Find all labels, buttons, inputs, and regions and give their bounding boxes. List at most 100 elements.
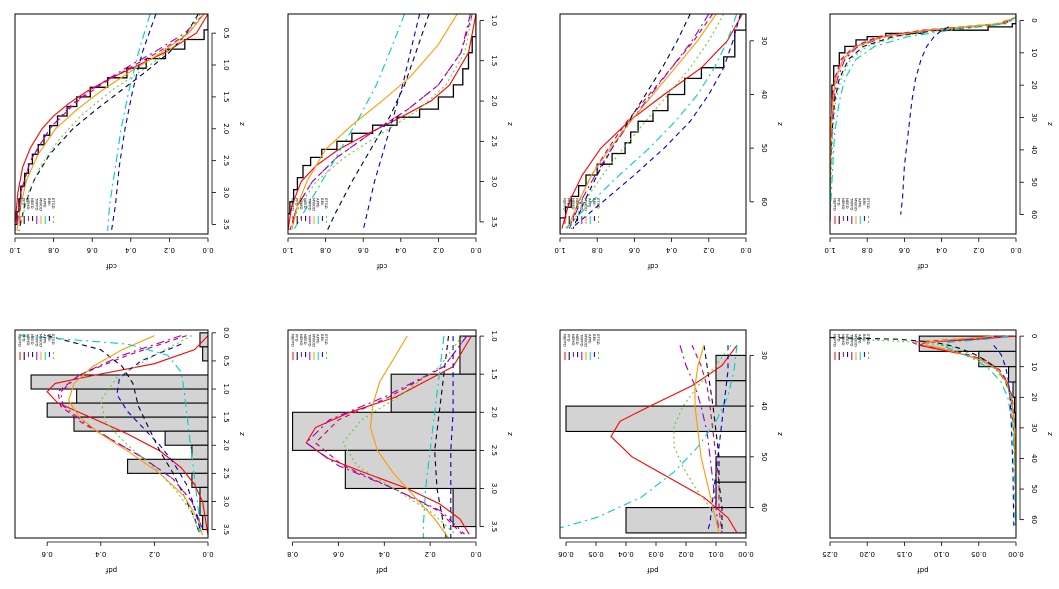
y-tick-label: 1.0: [554, 246, 565, 254]
legend-label: MWOD: [312, 334, 317, 347]
series-line-appe: [20, 335, 201, 536]
plot-frame: [287, 13, 477, 235]
x-tick-label: 2.5: [490, 445, 498, 456]
x-tick-label: 40: [760, 90, 768, 99]
histogram-bar: [452, 487, 476, 528]
x-tick-label: 30: [1030, 423, 1038, 432]
series-line-need: [327, 14, 430, 231]
x-tick-label: 3.5: [222, 219, 230, 230]
x-tick-label: 1.0: [490, 331, 498, 342]
legend-label: ETGD: [596, 198, 601, 209]
y-tick-label: 0.02: [678, 550, 694, 558]
y-tick-label: 0.6: [86, 246, 98, 254]
legend-label: TRPPD: [579, 197, 584, 211]
x-tick-label: 1.0: [222, 59, 230, 70]
series-line-mwod: [67, 335, 204, 536]
legend-label: APPE: [43, 334, 48, 344]
series-line-etgd: [830, 16, 1016, 222]
series-line-mwod: [926, 335, 1016, 526]
series-line-neppd: [561, 14, 743, 229]
series-line-etgd: [568, 14, 725, 229]
y-axis-label: cdf: [917, 262, 928, 270]
legend: NEPPD PPD NEMD NEED TRPPD MWOD APPE BRII ETGD: [18, 333, 56, 360]
legend-label: ETGD: [51, 198, 56, 209]
legend-label: NEED: [575, 334, 580, 345]
y-axis-label: cdf: [647, 262, 658, 270]
y-tick-label: 0.15: [897, 550, 913, 558]
histogram: [565, 354, 746, 534]
histogram-bar: [715, 481, 746, 509]
series-line-appe: [107, 14, 151, 231]
series-line-etgd: [342, 335, 463, 535]
series-line-etgd: [20, 14, 201, 225]
series-line-appe: [422, 336, 445, 538]
x-tick-label: 1.0: [222, 383, 230, 394]
legend-label: NEPPD: [563, 198, 568, 211]
y-tick-label: 0.0: [470, 246, 481, 254]
legend-label: NEPPD: [833, 334, 838, 347]
y-tick-label: 1.0: [282, 246, 293, 254]
legend-label: MWOD: [854, 334, 859, 347]
y-axis-label: pdf: [917, 566, 929, 574]
legend-label: TRPPD: [34, 197, 39, 211]
x-axis-label: z: [776, 122, 784, 126]
series-line-neppd: [288, 14, 476, 231]
legend-label: BRII: [47, 198, 52, 205]
legend-label: NEPPD: [291, 334, 296, 347]
series-line-neppd: [15, 14, 208, 225]
legend-label: MWOD: [39, 198, 44, 211]
series-line-ppd: [288, 14, 476, 230]
y-tick-label: 1.0: [824, 246, 835, 254]
y-tick-label: 0.00: [738, 550, 754, 558]
x-tick-label: 60: [1030, 210, 1038, 219]
legend-label: ETGD: [596, 334, 601, 345]
y-tick-label: 0.05: [971, 550, 987, 558]
series-line-etgd: [852, 338, 1016, 526]
series-line-neppd: [830, 16, 1016, 222]
x-tick-label: 0: [1030, 334, 1038, 338]
x-tick-label: 0.5: [222, 28, 230, 39]
legend-label: PPD: [567, 334, 572, 342]
legend-label: NEPPD: [18, 198, 23, 211]
legend-label: APPE: [588, 334, 593, 344]
x-tick-label: 2.0: [490, 407, 498, 418]
legend-label: NEED: [575, 198, 580, 209]
y-tick-label: 0.4: [95, 550, 107, 558]
legend-label: BRII: [47, 334, 52, 341]
y-tick-label: 0.8: [320, 246, 331, 254]
x-tick-label: 40: [1030, 145, 1038, 154]
legend: NEPPD PPD NEMD NEED TRPPD MWOD APPE BRII ETGD: [833, 333, 871, 360]
legend-label: NEED: [845, 334, 850, 345]
legend: NEPPD PPD NEMD NEED TRPPD MWOD APPE BRII ETGD: [563, 197, 601, 224]
pdf-3-panel: 30 40 50 60 z 0.00 0.01 0.02 0.03 0.04 0.05 0.06 pdf…: [558, 329, 784, 574]
y-tick-label: 0.0: [1010, 246, 1021, 254]
y-tick-label: 0.04: [618, 550, 634, 558]
series-line-brii: [450, 336, 454, 538]
series-line-appe: [830, 16, 1016, 222]
x-axis-label: z: [506, 122, 514, 126]
x-axis-label: z: [238, 122, 246, 126]
series-line-trppd: [830, 16, 1016, 222]
legend-label: NEPPD: [18, 334, 23, 347]
series-line-brii: [993, 344, 1015, 526]
y-tick-label: 0.25: [822, 550, 838, 558]
x-axis-label: z: [1046, 122, 1054, 126]
cdf-1-panel: 0.5 1.0 1.5 2.0 2.5 3.0 3.5 z 0.0 0.2 0.4 0.6 0.8 1.0…: [9, 13, 246, 270]
legend-label: ETGD: [866, 334, 871, 345]
histogram-bar: [202, 346, 208, 362]
legend: NEPPD PPD NEMD NEED TRPPD MWOD APPE BRII ETGD: [18, 197, 56, 224]
legend-label: NEPPD: [291, 198, 296, 211]
x-tick-label: 0.0: [222, 327, 230, 338]
series-line-nemd: [691, 344, 723, 533]
series-line-mwod: [830, 16, 1016, 222]
x-tick-label: 50: [760, 144, 768, 153]
x-tick-label: 3.5: [222, 524, 230, 535]
legend-label: NEMD: [571, 198, 576, 210]
y-tick-label: 0.8: [592, 246, 603, 254]
series-line-brii: [362, 14, 421, 231]
legend-label: NEPPD: [833, 198, 838, 211]
legend-label: MWOD: [312, 198, 317, 211]
series-line-brii: [116, 343, 201, 530]
legend-label: NEPPD: [563, 334, 568, 347]
y-tick-label: 0.2: [973, 246, 984, 254]
